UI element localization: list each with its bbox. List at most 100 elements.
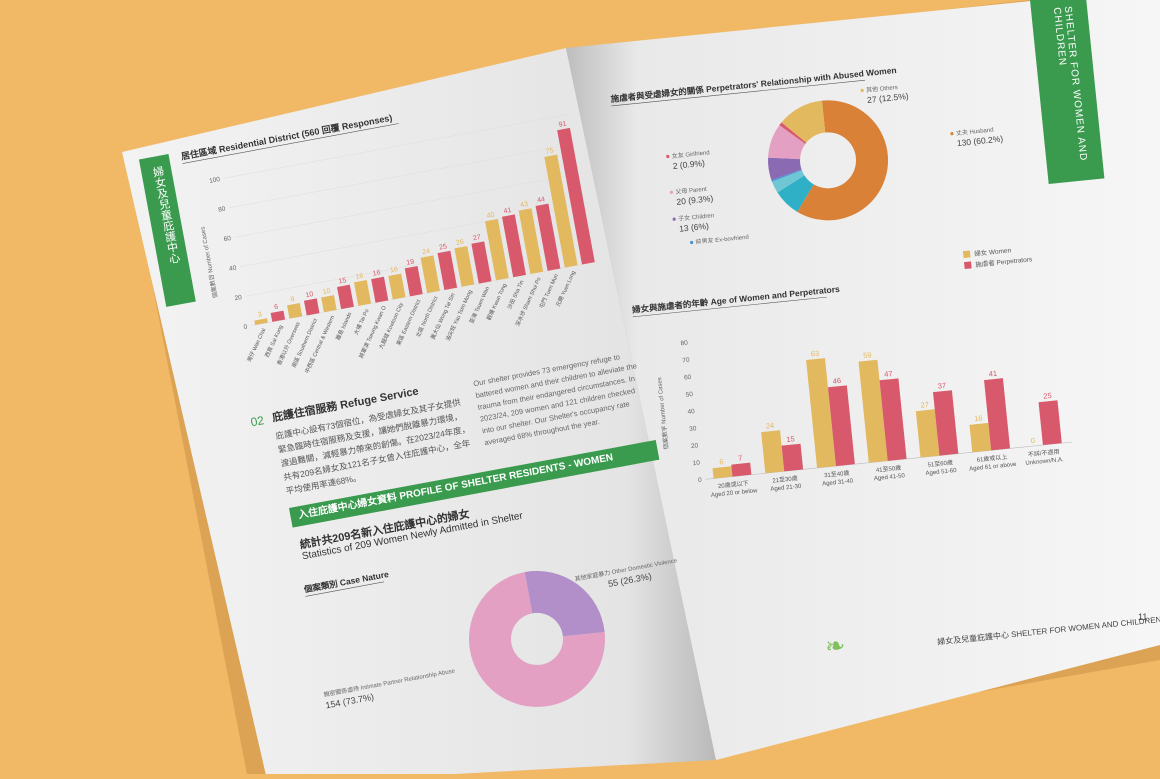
district-category-label: 大埔 Tai Po <box>352 308 371 337</box>
district-bar <box>388 273 406 300</box>
relationship-slice-value: 130 (60.2%) <box>956 134 1003 149</box>
age-category-label: 不詳/不適用 <box>1028 447 1060 458</box>
district-bar <box>254 318 268 326</box>
age-value-label: 41 <box>988 369 997 379</box>
age-value-label: 16 <box>974 413 983 423</box>
district-value-label: 27 <box>472 234 481 242</box>
district-value-label: 16 <box>355 273 364 281</box>
age-value-label: 27 <box>920 400 929 410</box>
age-legend-label: 婦女 Women <box>974 245 1012 258</box>
age-bar <box>806 358 836 469</box>
age-value-label: 24 <box>765 421 774 431</box>
relationship-slice-value: 27 (12.5%) <box>867 91 910 105</box>
district-bar <box>454 246 475 287</box>
age-ytick: 10 <box>692 460 700 468</box>
age-ytick: 70 <box>682 357 690 365</box>
case-chart-title: 個案類別 Case Nature <box>302 569 390 595</box>
case-nature-chart: 個案類別 Case Nature 親密關係虐待 Intimate Partner … <box>302 556 678 710</box>
district-bar <box>303 298 320 316</box>
relationship-slice-value: 1 (0.5%) <box>696 244 729 251</box>
relationship-slice-label: 丈夫 Husband <box>956 125 994 137</box>
relationship-slice-value: 2 (0.9%) <box>672 158 705 171</box>
relationship-slice-value: 13 (6%) <box>679 221 710 234</box>
age-value-label: 59 <box>863 350 872 360</box>
district-value-label: 26 <box>456 239 465 247</box>
relationship-label-dot <box>690 240 694 245</box>
age-bar <box>1038 400 1062 446</box>
district-bar <box>544 154 578 268</box>
age-value-label: 47 <box>884 369 893 379</box>
district-ytick: 100 <box>209 176 221 185</box>
district-bar <box>404 265 423 297</box>
relationship-label-dot <box>666 154 670 159</box>
age-bar <box>761 430 785 474</box>
age-value-label: 6 <box>719 457 724 466</box>
district-bar <box>485 219 509 281</box>
district-bar <box>437 250 458 290</box>
district-bar <box>471 241 492 284</box>
age-category-label-en: Aged 21-30 <box>770 484 802 493</box>
right-page-content: 施虐者與受虐婦女的關係 Perpetrators' Relationship w… <box>610 43 1160 728</box>
district-value-label: 19 <box>406 259 415 267</box>
case-slice <box>469 572 606 707</box>
relationship-slice <box>771 170 805 193</box>
age-bar <box>932 390 959 456</box>
district-value-label: 16 <box>389 266 398 274</box>
district-gridline <box>229 143 578 209</box>
district-bar <box>535 203 561 271</box>
relationship-label-dot <box>672 217 676 221</box>
district-category-label: 沙田 Sha Tin <box>506 279 525 310</box>
relationship-label-dot <box>669 190 674 194</box>
district-value-label: 10 <box>322 288 331 296</box>
relationship-slice-label: 子女 Children <box>678 211 715 223</box>
age-chart-title: 婦女與施虐者的年齡 Age of Women and Perpetrators <box>631 284 841 315</box>
page-number: 11 <box>1138 612 1148 622</box>
case-slice-label: 親密關係虐待 Intimate Partner Relationship Abu… <box>323 666 456 698</box>
relationship-chart-title: 施虐者與受虐婦女的關係 Perpetrators' Relationship w… <box>610 65 897 104</box>
age-ytick: 50 <box>685 391 693 399</box>
district-value-label: 9 <box>290 296 295 304</box>
age-category-label: 61歲或以上 <box>976 453 1007 464</box>
age-ylabel: 個案數字 Number of Cases <box>655 377 670 450</box>
age-value-label: 0 <box>1030 436 1035 445</box>
age-ytick: 30 <box>689 425 697 433</box>
age-bar <box>712 466 733 479</box>
age-category-label-en: Aged 31-40 <box>822 478 854 487</box>
age-value-label: 46 <box>832 376 841 386</box>
district-value-label: 3 <box>257 311 262 319</box>
case-slice <box>524 570 605 637</box>
relationship-slice-label: 前男友 Ex-boyfriend <box>695 233 749 246</box>
district-title-underline <box>182 123 399 164</box>
age-ytick: 40 <box>687 408 695 416</box>
footer-text: 婦女及兒童庇護中心 SHELTER FOR WOMEN AND CHILDREN <box>936 615 1160 647</box>
relationship-slice-label: 男朋友 Boyfriend <box>925 220 971 233</box>
age-value-label: 37 <box>937 381 946 391</box>
leaf-logo-icon: ❧ <box>823 632 847 662</box>
district-value-label: 6 <box>274 304 279 312</box>
relationship-label-dot <box>919 227 924 231</box>
district-bar <box>287 303 303 319</box>
district-category-label: 離島 Islands <box>334 311 354 342</box>
age-category-label-en: Aged 20 or below <box>711 488 759 499</box>
district-ytick: 40 <box>229 264 238 272</box>
relationship-slice-value: 16 (7.4%) <box>926 230 964 244</box>
age-category-label-en: Unknown/N.A. <box>1025 457 1064 467</box>
district-bar <box>337 284 354 310</box>
district-bar <box>518 208 544 275</box>
district-category-label: 灣仔 Wan Chai <box>245 327 267 364</box>
age-ytick: 80 <box>680 340 688 348</box>
section-number: 02 <box>249 413 266 430</box>
relationship-slice <box>779 122 807 144</box>
district-bar <box>557 127 595 265</box>
age-chart: 婦女與施虐者的年齡 Age of Women and Perpetrators 婦… <box>631 245 1072 499</box>
relationship-slice <box>777 175 814 212</box>
age-bar <box>858 359 888 463</box>
district-value-label: 25 <box>439 243 448 251</box>
district-value-label: 40 <box>486 212 495 220</box>
district-value-label: 91 <box>558 120 567 128</box>
age-bar <box>827 385 855 467</box>
district-ytick: 0 <box>243 323 248 331</box>
relationship-slice <box>768 157 802 180</box>
district-value-label: 10 <box>305 291 314 299</box>
